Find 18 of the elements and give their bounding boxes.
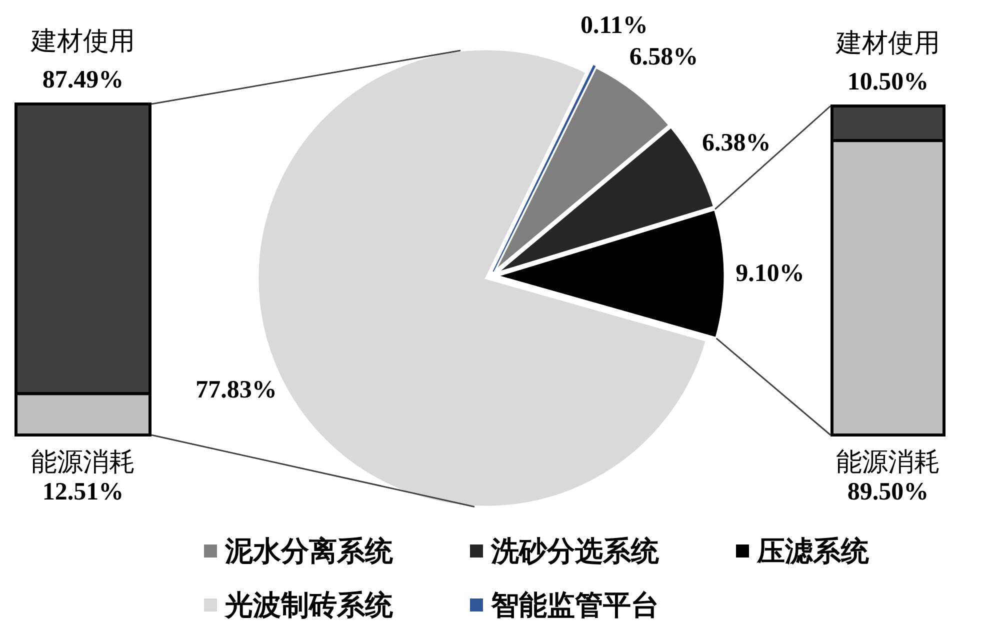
data-label: 77.83%	[196, 376, 277, 404]
data-label: 0.11%	[580, 12, 648, 40]
series-label: 建材使用	[835, 28, 940, 58]
series-label: 能源消耗	[836, 448, 940, 476]
data-label: 6.58%	[629, 43, 698, 70]
series-label: 能源消耗	[31, 448, 135, 476]
legend-label: 智能监管平台	[490, 588, 659, 622]
series-label: 建材使用	[30, 26, 135, 56]
legend-label: 压滤系统	[756, 534, 870, 568]
legend-label: 泥水分离系统	[224, 534, 394, 568]
data-label: 89.50%	[847, 478, 929, 506]
legend-label: 光波制砖系统	[223, 588, 394, 622]
data-label: 10.50%	[847, 68, 929, 96]
data-label: 87.49%	[42, 66, 124, 94]
legend-label: 洗砂分选系统	[490, 534, 660, 568]
data-label: 9.10%	[736, 260, 804, 287]
data-label: 6.38%	[702, 130, 771, 157]
data-label: 12.51%	[42, 478, 124, 506]
